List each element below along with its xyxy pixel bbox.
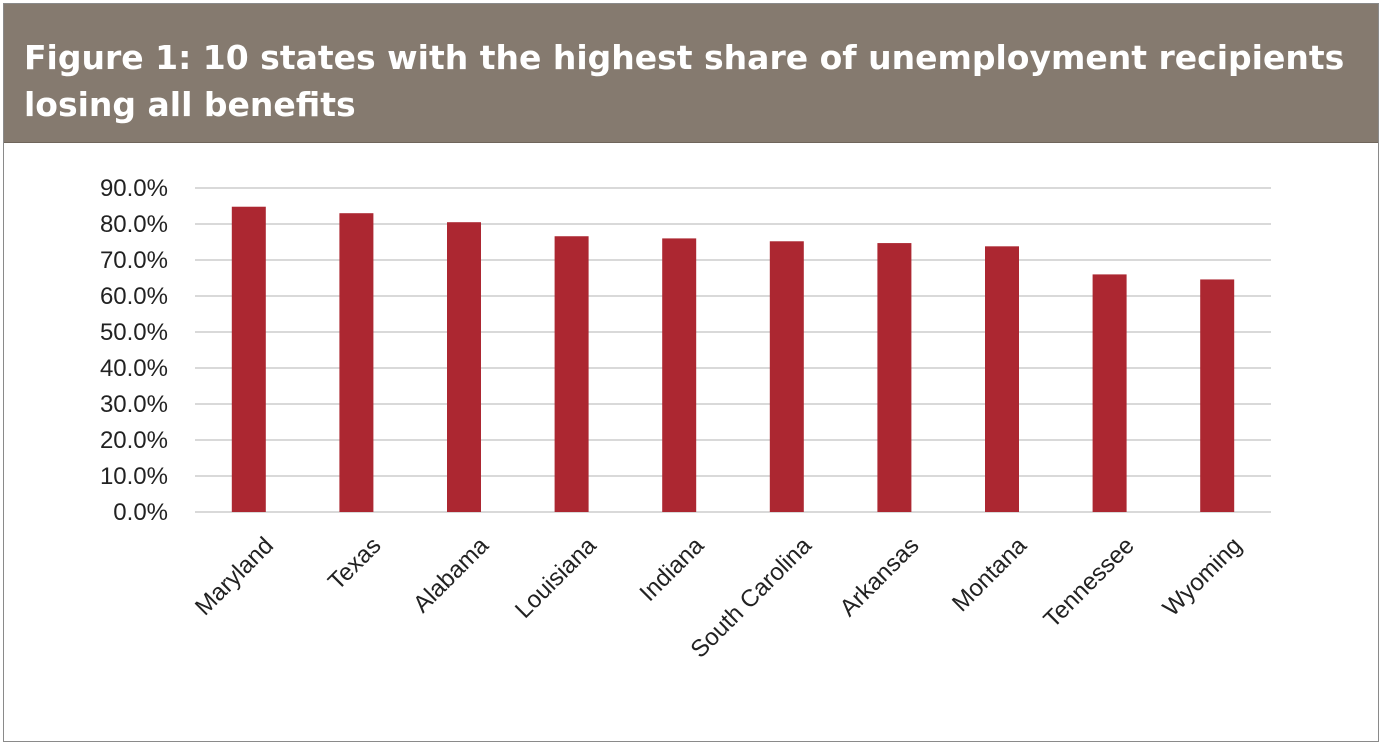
y-tick-label: 70.0%	[100, 247, 168, 274]
x-category-label: Wyoming	[1158, 532, 1248, 622]
bar-indiana	[662, 238, 697, 512]
bar-texas	[339, 213, 374, 512]
figure-title: Figure 1: 10 states with the highest sha…	[24, 38, 1345, 124]
y-tick-label: 60.0%	[100, 283, 168, 310]
y-tick-label: 40.0%	[100, 355, 168, 382]
y-tick-label: 20.0%	[100, 427, 168, 454]
gridlines	[195, 187, 1271, 513]
figure-header: Figure 1: 10 states with the highest sha…	[4, 4, 1378, 143]
bar-louisiana	[554, 236, 589, 513]
bar-tennessee	[1092, 274, 1127, 512]
bar-montana	[985, 246, 1019, 512]
x-category-label: Indiana	[635, 532, 710, 607]
y-tick-label: 0.0%	[113, 499, 168, 526]
bar-wyoming	[1200, 279, 1235, 512]
x-category-label: Tennessee	[1039, 532, 1140, 633]
x-category-label: Alabama	[408, 532, 495, 619]
bars	[231, 206, 1235, 513]
y-tick-label: 50.0%	[100, 319, 168, 346]
y-tick-label: 10.0%	[100, 463, 168, 490]
y-tick-label: 90.0%	[100, 175, 168, 202]
x-category-label: Maryland	[190, 532, 279, 621]
bar-alabama	[447, 222, 481, 512]
y-tick-label: 80.0%	[100, 211, 168, 238]
bar-arkansas	[877, 243, 912, 512]
y-axis-tick-labels: 0.0% 10.0% 20.0% 30.0% 40.0% 50.0% 60.0% 70.0% 8…	[100, 175, 168, 526]
x-category-label: Texas	[323, 532, 386, 595]
x-category-label: Montana	[947, 532, 1033, 618]
bar-maryland	[231, 206, 266, 512]
x-category-label: Arkansas	[835, 532, 925, 622]
x-axis-category-labels: Maryland Texas Alabama Louisiana IndianaSout…	[190, 532, 1247, 664]
figure-frame: Figure 1: 10 states with the highest sha…	[3, 3, 1379, 742]
bar-south-carolina	[769, 241, 804, 512]
x-category-label: Louisiana	[510, 532, 602, 624]
y-tick-label: 30.0%	[100, 391, 168, 418]
